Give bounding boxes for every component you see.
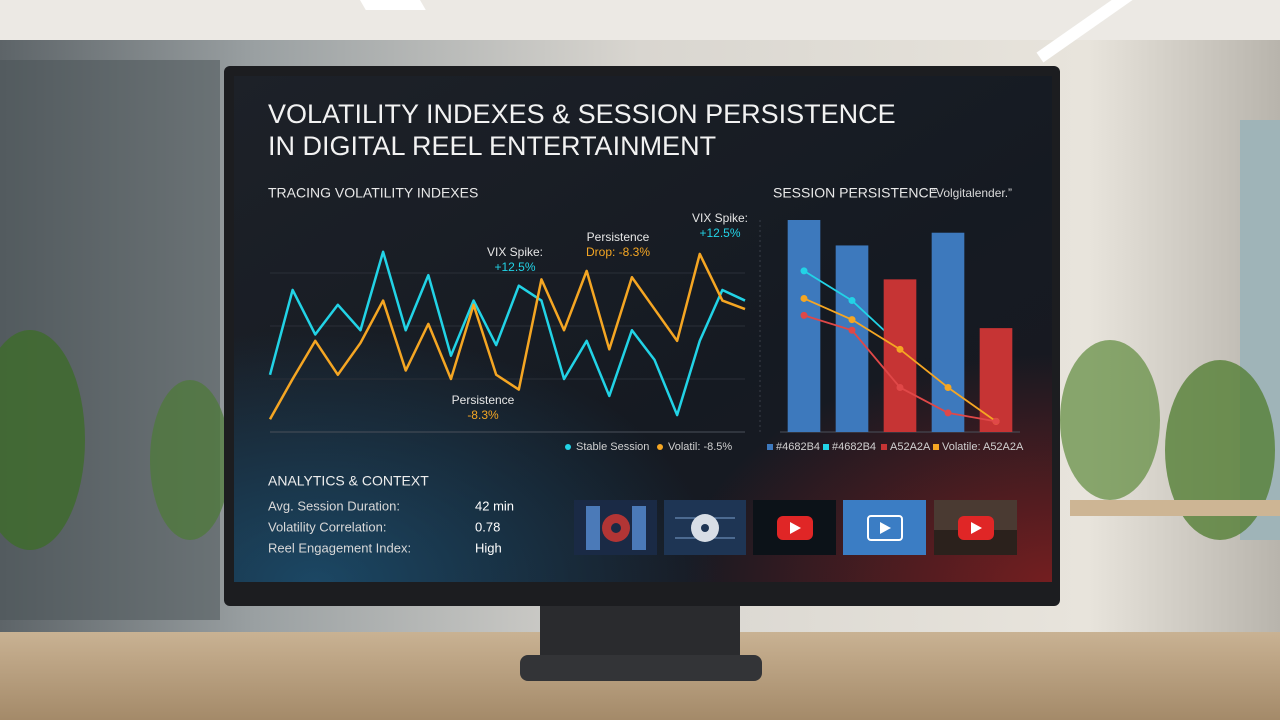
legend-swatch — [881, 444, 887, 450]
line-point — [800, 311, 808, 319]
metric-value: High — [475, 540, 502, 555]
line-point — [896, 345, 904, 353]
thumb-film[interactable] — [574, 500, 657, 555]
bar — [787, 220, 821, 432]
line-point — [944, 409, 952, 417]
line-point — [848, 297, 856, 305]
bar — [931, 232, 965, 432]
thumb-video[interactable] — [753, 500, 836, 555]
line-point — [800, 267, 808, 275]
chart-subtitle: “Volgitalender.” — [932, 186, 1012, 200]
legend-swatch — [565, 444, 571, 450]
legend-label: #4682B4 — [832, 441, 876, 453]
dashboard: VOLATILITY INDEXES & SESSION PERSISTENCE… — [268, 99, 1012, 489]
metric-label: Avg. Session Duration: — [268, 498, 400, 513]
legend-swatch — [933, 444, 939, 450]
metric-value: 42 min — [475, 498, 514, 513]
title-line: VOLATILITY INDEXES & SESSION PERSISTENCE — [268, 99, 896, 129]
annotation: +12.5% — [494, 260, 535, 274]
metric-label: Volatility Correlation: — [268, 519, 387, 534]
annotation: +12.5% — [699, 226, 740, 240]
legend-label: A52A2A — [890, 441, 931, 453]
chart-title: SESSION PERSISTENCE — [773, 185, 938, 201]
line-point — [944, 383, 952, 391]
legend-swatch — [823, 444, 829, 450]
line-series — [268, 252, 746, 420]
metric-value: 0.78 — [475, 519, 500, 534]
title-line: IN DIGITAL REEL ENTERTAINMENT — [268, 131, 716, 161]
legend-label: Volatile: A52A2A — [942, 441, 1024, 453]
section-title: ANALYTICS & CONTEXT — [268, 473, 429, 489]
legend-label: Stable Session — [576, 441, 649, 453]
thumbnails — [574, 500, 1017, 555]
legend-label: Volatil: -8.5% — [668, 441, 732, 453]
annotation: Persistence — [587, 230, 650, 244]
legend-swatch — [657, 444, 663, 450]
legend-swatch — [767, 444, 773, 450]
thumb-play[interactable] — [843, 500, 926, 555]
annotation: Drop: -8.3% — [586, 245, 650, 259]
bar — [883, 279, 917, 432]
line-point — [896, 383, 904, 391]
line-point — [848, 326, 856, 334]
annotation: Persistence — [452, 393, 515, 407]
bar — [835, 245, 869, 432]
annotation: VIX Spike: — [487, 245, 543, 259]
bar — [979, 328, 1013, 432]
line-point — [848, 316, 856, 324]
chart-title: TRACING VOLATILITY INDEXES — [268, 185, 478, 201]
annotation: VIX Spike: — [692, 211, 748, 225]
thumb-room[interactable] — [934, 500, 1017, 555]
thumb-reel[interactable] — [664, 500, 746, 555]
metric-label: Reel Engagement Index: — [268, 540, 411, 555]
annotation: -8.3% — [467, 408, 499, 422]
legend-label: #4682B4 — [776, 441, 820, 453]
line-point — [992, 417, 1000, 425]
line-point — [800, 294, 808, 302]
line-series — [268, 250, 746, 417]
